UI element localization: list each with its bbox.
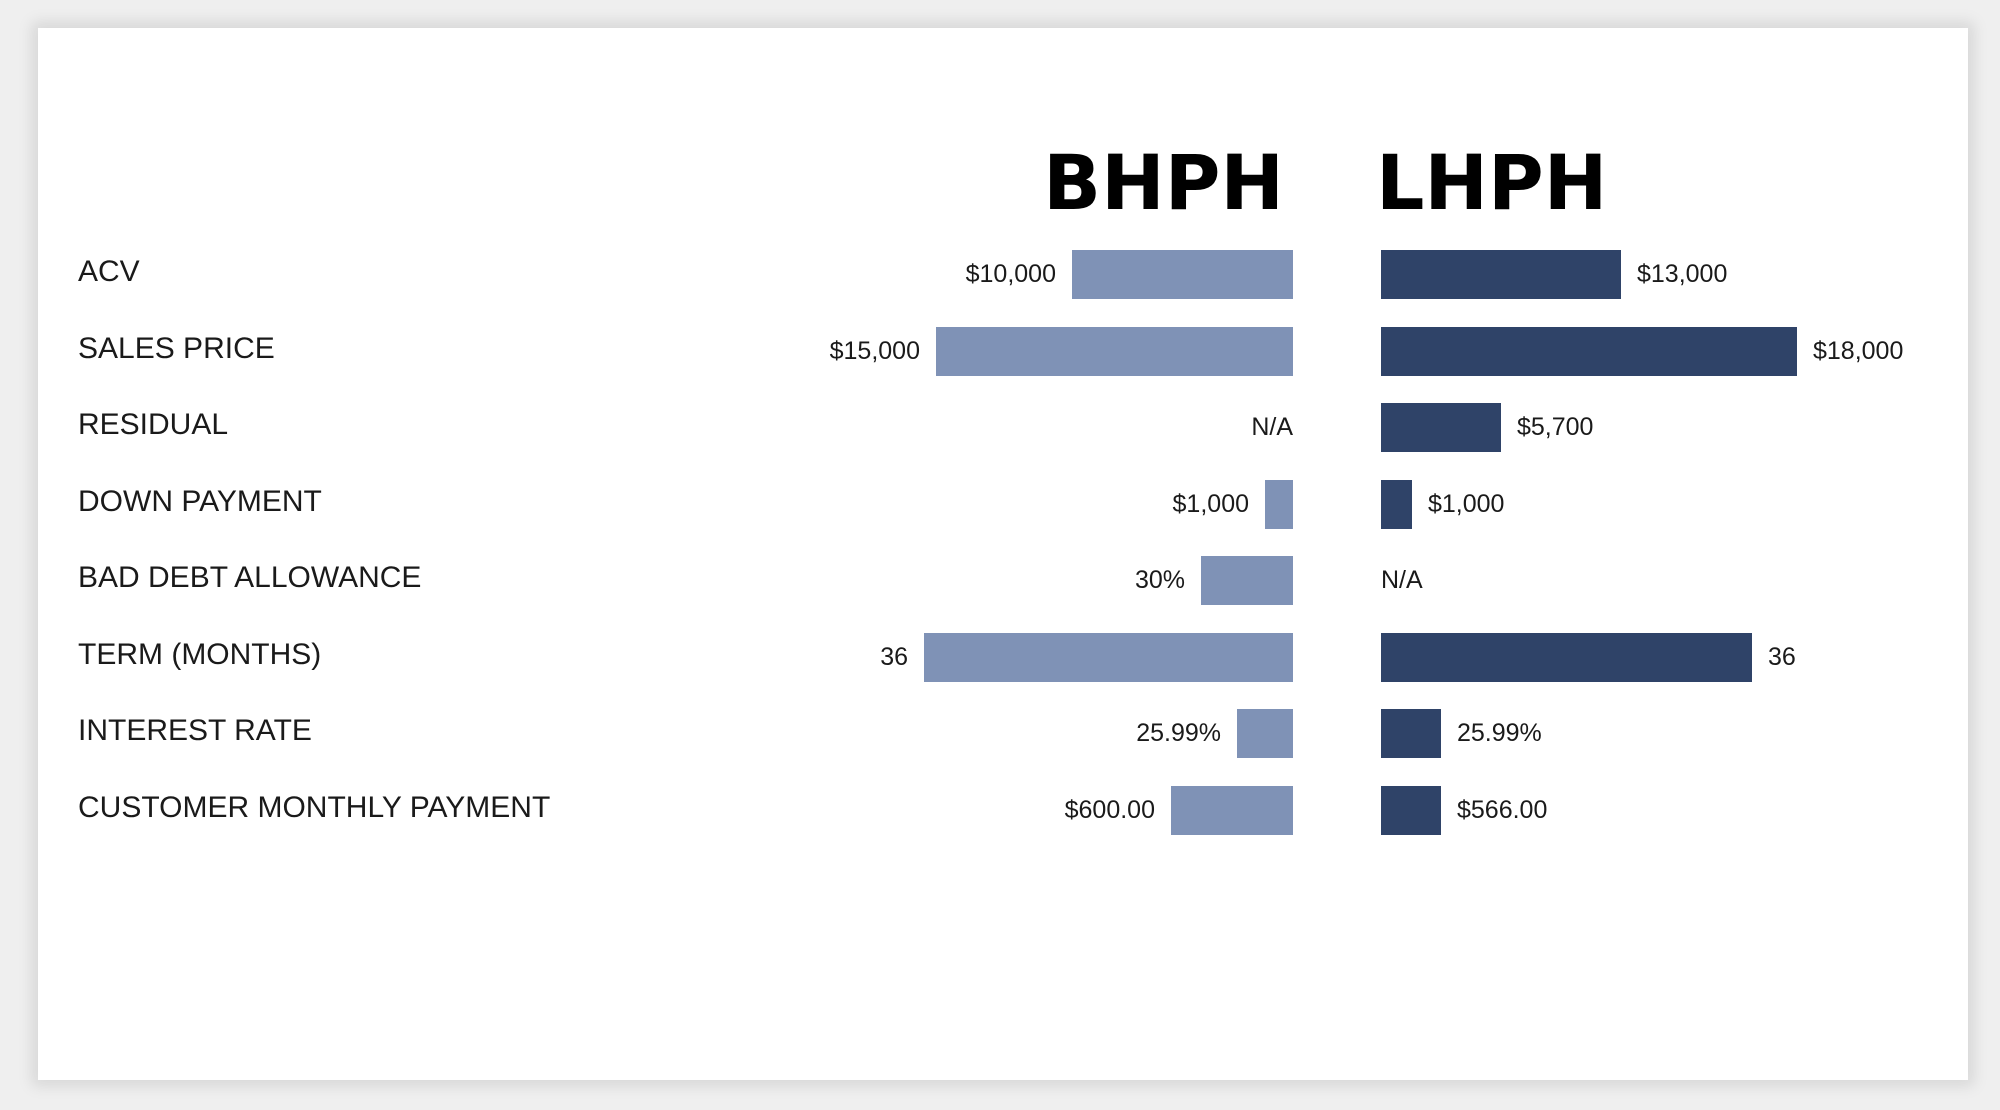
row-label-1: SALES PRICE [78, 331, 275, 365]
lhph-bar-6 [1381, 709, 1441, 758]
lhph-value-5: 36 [1768, 642, 1796, 671]
lhph-value-4: N/A [1381, 566, 1423, 594]
lhph-bar-7 [1381, 785, 1441, 835]
row-label-6: INTEREST RATE [78, 714, 312, 747]
row-label-5: TERM (MONTHS) [78, 637, 322, 671]
bhph-value-4: 30% [1134, 566, 1185, 594]
bhph-header: BHPH [1043, 138, 1284, 227]
lhph-value-6: 25.99% [1457, 719, 1542, 747]
lhph-bar-1 [1381, 326, 1797, 376]
lhph-value-2: $5,700 [1517, 413, 1594, 441]
bhph-bar-1 [936, 326, 1293, 376]
row-label-4: BAD DEBT ALLOWANCE [78, 561, 422, 594]
bhph-value-1: $15,000 [829, 336, 920, 365]
bhph-value-3: $1,000 [1172, 489, 1249, 518]
lhph-bar-5 [1381, 632, 1752, 682]
row-label-7: CUSTOMER MONTHLY PAYMENT [78, 790, 551, 824]
lhph-bar-3 [1381, 479, 1412, 529]
bhph-bar-7 [1171, 785, 1293, 835]
lhph-bar-0 [1381, 250, 1621, 299]
bhph-bar-6 [1237, 709, 1293, 758]
chart-card [38, 28, 1968, 1080]
bhph-bar-4 [1201, 556, 1293, 605]
bhph-bar-0 [1072, 250, 1293, 299]
lhph-value-0: $13,000 [1637, 260, 1728, 288]
lhph-value-1: $18,000 [1813, 336, 1904, 365]
bhph-value-0: $10,000 [965, 260, 1056, 288]
lhph-bar-2 [1381, 403, 1501, 452]
bhph-value-7: $600.00 [1064, 795, 1155, 824]
bhph-value-2: N/A [1251, 413, 1293, 441]
lhph-value-7: $566.00 [1457, 795, 1548, 824]
bhph-bar-3 [1265, 479, 1293, 529]
bhph-value-6: 25.99% [1136, 719, 1221, 747]
row-label-2: RESIDUAL [78, 408, 229, 441]
bhph-bar-5 [924, 632, 1293, 682]
row-label-3: DOWN PAYMENT [78, 484, 322, 518]
lhph-header: LHPH [1376, 138, 1608, 227]
lhph-value-3: $1,000 [1428, 489, 1505, 518]
bhph-value-5: 36 [880, 642, 908, 671]
row-label-0: ACV [78, 255, 140, 288]
